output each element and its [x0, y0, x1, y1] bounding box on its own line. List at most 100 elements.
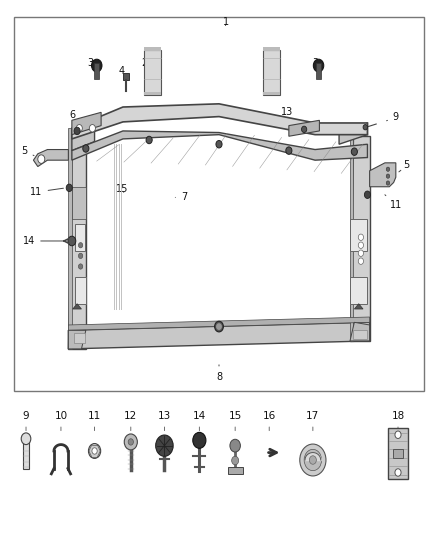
Circle shape: [193, 432, 206, 448]
Circle shape: [216, 141, 222, 148]
Text: 16: 16: [263, 411, 276, 431]
Bar: [23, 437, 29, 469]
Circle shape: [232, 456, 239, 465]
Text: 3: 3: [312, 58, 318, 68]
Circle shape: [78, 264, 83, 269]
Bar: [263, 50, 280, 95]
Circle shape: [38, 155, 45, 164]
Text: 8: 8: [216, 365, 222, 382]
Bar: [316, 63, 321, 79]
Text: 14: 14: [23, 236, 66, 246]
Circle shape: [230, 439, 240, 452]
Text: 11: 11: [88, 411, 101, 431]
Polygon shape: [68, 330, 86, 349]
Circle shape: [358, 258, 364, 264]
Polygon shape: [339, 123, 367, 144]
Circle shape: [364, 191, 371, 198]
Text: 6: 6: [70, 110, 81, 122]
Bar: [14, 17, 424, 391]
Text: 15: 15: [229, 411, 242, 431]
Circle shape: [21, 433, 31, 445]
Text: 12: 12: [124, 411, 138, 431]
Polygon shape: [75, 277, 86, 304]
Text: 13: 13: [281, 107, 293, 122]
Circle shape: [83, 145, 89, 152]
Polygon shape: [72, 131, 367, 160]
Circle shape: [301, 126, 307, 133]
Circle shape: [92, 448, 97, 454]
Polygon shape: [68, 128, 86, 349]
Circle shape: [395, 431, 401, 439]
Text: 2: 2: [141, 58, 151, 74]
Circle shape: [386, 167, 390, 171]
Polygon shape: [350, 322, 370, 341]
Bar: [94, 63, 99, 79]
Text: 10: 10: [54, 411, 67, 431]
Circle shape: [358, 242, 364, 248]
Circle shape: [215, 321, 223, 332]
Polygon shape: [350, 136, 353, 341]
Circle shape: [155, 435, 173, 456]
Polygon shape: [68, 322, 370, 349]
Text: 7: 7: [175, 192, 187, 203]
Text: 9: 9: [387, 111, 399, 122]
Circle shape: [68, 236, 76, 246]
Bar: [123, 73, 129, 80]
Circle shape: [386, 174, 390, 178]
Text: 15: 15: [116, 184, 128, 195]
Polygon shape: [350, 136, 370, 341]
Circle shape: [300, 444, 326, 476]
Circle shape: [89, 125, 95, 132]
Polygon shape: [370, 163, 396, 187]
Text: 11: 11: [30, 187, 64, 197]
Circle shape: [286, 147, 292, 155]
Polygon shape: [353, 330, 367, 340]
Circle shape: [128, 439, 134, 445]
Polygon shape: [73, 304, 81, 309]
Circle shape: [309, 456, 316, 464]
Circle shape: [76, 125, 82, 132]
Text: 17: 17: [306, 411, 319, 431]
Text: 2: 2: [268, 58, 275, 74]
Bar: [144, 92, 161, 95]
Bar: [388, 429, 409, 479]
Circle shape: [358, 250, 364, 256]
Circle shape: [363, 125, 367, 130]
Text: 3: 3: [87, 58, 94, 68]
Circle shape: [146, 136, 152, 144]
Circle shape: [124, 434, 138, 450]
Bar: [393, 449, 403, 458]
Text: 14: 14: [193, 411, 206, 431]
Circle shape: [304, 449, 321, 471]
Bar: [144, 47, 161, 51]
Polygon shape: [72, 104, 367, 139]
Circle shape: [386, 181, 390, 185]
Text: 18: 18: [392, 411, 405, 431]
Polygon shape: [68, 128, 72, 349]
Circle shape: [351, 148, 357, 156]
Circle shape: [313, 59, 324, 72]
Circle shape: [74, 127, 80, 135]
Polygon shape: [75, 224, 85, 251]
Polygon shape: [72, 112, 101, 135]
Polygon shape: [350, 219, 367, 251]
Polygon shape: [354, 304, 363, 309]
Circle shape: [78, 253, 83, 259]
Text: 11: 11: [385, 195, 402, 211]
Polygon shape: [350, 277, 367, 304]
Bar: [263, 47, 280, 51]
Circle shape: [92, 59, 102, 72]
Circle shape: [88, 443, 101, 458]
Text: 5: 5: [399, 160, 410, 172]
Text: 1: 1: [223, 17, 229, 27]
Circle shape: [66, 184, 72, 191]
Polygon shape: [68, 317, 370, 330]
Bar: [263, 92, 280, 95]
Text: 4: 4: [119, 66, 125, 79]
Polygon shape: [289, 120, 319, 136]
Text: 9: 9: [23, 411, 29, 431]
Polygon shape: [74, 333, 85, 343]
Text: 5: 5: [21, 146, 34, 156]
Circle shape: [395, 469, 401, 476]
Bar: [144, 50, 161, 95]
